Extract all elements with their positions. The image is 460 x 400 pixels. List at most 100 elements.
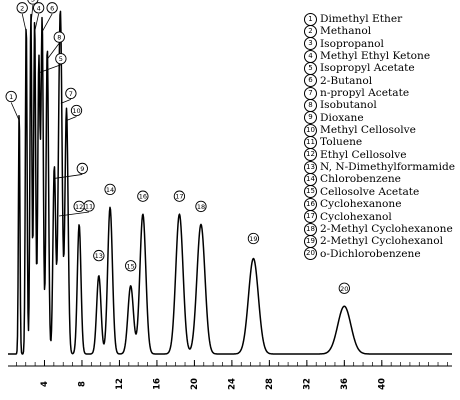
peak-label-14: 14	[104, 183, 116, 196]
x-axis-tick-label: 28	[265, 378, 275, 390]
chromatogram-trace-group	[7, 10, 453, 355]
legend-label: Cyclohexanone	[320, 198, 402, 211]
peak-label-marker	[46, 2, 58, 14]
legend-marker: 3	[304, 37, 317, 51]
peak-leader-line	[41, 13, 53, 33]
legend-label: Isopropyl Acetate	[320, 62, 415, 75]
peak-label-text: 8	[57, 34, 61, 42]
peak-label-text: 7	[69, 90, 73, 98]
x-axis-tick-label: 36	[340, 378, 350, 390]
legend-label: Chlorobenzene	[320, 173, 401, 186]
legend-marker: 7	[304, 86, 317, 100]
x-axis: 4 8 12 16 20 24 28 32 36 40	[8, 360, 452, 390]
peak-label-10: 10	[66, 104, 83, 121]
peak-label-text: 10	[72, 107, 80, 115]
peak-label-1: 1	[5, 90, 20, 121]
x-axis-tick-label: 40	[377, 378, 387, 390]
legend-item-2: 2 Methanol	[304, 25, 460, 39]
legend-marker: 18	[304, 222, 317, 236]
legend-marker: 12	[304, 148, 317, 162]
legend-marker: 13	[304, 160, 317, 174]
peak-label-20: 20	[338, 282, 350, 294]
peak-label-7: 7	[60, 87, 77, 104]
legend-item-9: 9 Dioxane	[304, 111, 460, 125]
peak-label-marker	[125, 260, 137, 272]
legend-marker: 15	[304, 185, 317, 199]
peak-label-5: 5	[38, 53, 67, 74]
peak-label-text: 14	[106, 186, 114, 194]
x-axis-tick-label: 32	[302, 378, 312, 390]
peak-label-marker	[32, 2, 45, 14]
legend-item-3: 3 Isopropanol	[304, 37, 460, 51]
peak-label-text: 16	[139, 193, 147, 201]
peak-label-marker	[70, 104, 83, 117]
legend-item-16: 16 Cyclohexanone	[304, 197, 460, 211]
peak-leader-line	[10, 102, 20, 121]
peak-leader-line	[46, 42, 60, 60]
peak-label-marker	[53, 31, 65, 43]
peak-label-text: 4	[37, 4, 41, 12]
legend-marker: 9	[304, 111, 317, 125]
legend-label: Dioxane	[320, 111, 364, 124]
x-axis-tick-label: 4	[40, 381, 50, 387]
peak-leader-line	[30, 4, 34, 26]
legend-item-10: 10 Methyl Cellosolve	[304, 123, 460, 137]
legend-marker: 16	[304, 197, 317, 211]
legend-label: Cyclohexanol	[320, 210, 392, 223]
peak-label-marker	[338, 282, 350, 294]
legend-marker: 4	[304, 49, 317, 63]
legend-label: 2-Butanol	[320, 74, 373, 87]
peak-label-12: 12	[73, 200, 85, 213]
peak-label-marker	[73, 200, 85, 213]
legend-label: o-Dichlorobenzene	[320, 247, 421, 260]
legend-marker: 19	[304, 234, 317, 248]
legend-label: n-propyl Acetate	[320, 87, 410, 100]
legend-label: Cellosolve Acetate	[320, 185, 420, 198]
peak-label-text: 12	[75, 203, 83, 211]
peak-label-text: 9	[80, 165, 84, 173]
peak-label-marker	[76, 162, 88, 175]
peak-label-text: 15	[127, 262, 135, 270]
peak-leader-line	[38, 64, 61, 74]
legend: 1 Dimethyl Ether 2 Methanol 3 Isopropanol 4…	[304, 12, 460, 261]
peak-label-text: 1	[9, 93, 13, 101]
legend-item-14: 14 Chlorobenzene	[304, 173, 460, 187]
peak-leader-line	[60, 99, 72, 104]
x-axis-tick-label: 24	[227, 378, 237, 390]
peak-label-4: 4	[32, 2, 45, 32]
peak-label-marker	[65, 87, 77, 100]
peak-label-marker	[93, 249, 105, 262]
legend-label: Ethyl Cellosolve	[320, 148, 407, 161]
peak-label-2: 2	[16, 2, 28, 32]
peak-label-marker	[55, 53, 67, 65]
legend-label: Dimethyl Ether	[320, 13, 403, 25]
peak-label-text: 19	[249, 235, 257, 243]
peak-label-9: 9	[54, 162, 88, 179]
legend-item-17: 17 Cyclohexanol	[304, 210, 460, 224]
peak-label-17: 17	[173, 190, 186, 202]
legend-label: N, N-Dimethylformamide	[320, 161, 456, 174]
peak-4	[33, 19, 35, 21]
legend-item-11: 11 Toluene	[304, 136, 460, 150]
peak-label-marker	[137, 190, 149, 202]
peak-label-text: 18	[197, 203, 205, 211]
peak-label-marker	[5, 90, 17, 103]
x-axis-tick-label: 8	[77, 381, 87, 387]
peak-leader-line	[54, 174, 83, 179]
legend-item-18: 18 2-Methyl Cyclohexanone	[304, 222, 460, 236]
legend-label: Isopropanol	[320, 37, 384, 50]
peak-label-3: 3	[27, 0, 39, 26]
chromatogram-trace	[7, 10, 453, 355]
legend-label: Methyl Ethyl Ketone	[320, 50, 431, 63]
peak-label-text: 5	[59, 55, 63, 63]
legend-marker: 5	[304, 62, 317, 76]
legend-item-1: 1 Dimethyl Ether	[304, 12, 460, 26]
peak-label-text: 17	[175, 193, 183, 201]
legend-marker: 17	[304, 210, 317, 224]
peak-2	[25, 19, 27, 21]
peak-8	[46, 46, 48, 48]
legend-item-12: 12 Ethyl Cellosolve	[304, 148, 460, 162]
legend-label: Methanol	[320, 25, 372, 38]
legend-item-8: 8 Isobutanol	[304, 99, 460, 113]
